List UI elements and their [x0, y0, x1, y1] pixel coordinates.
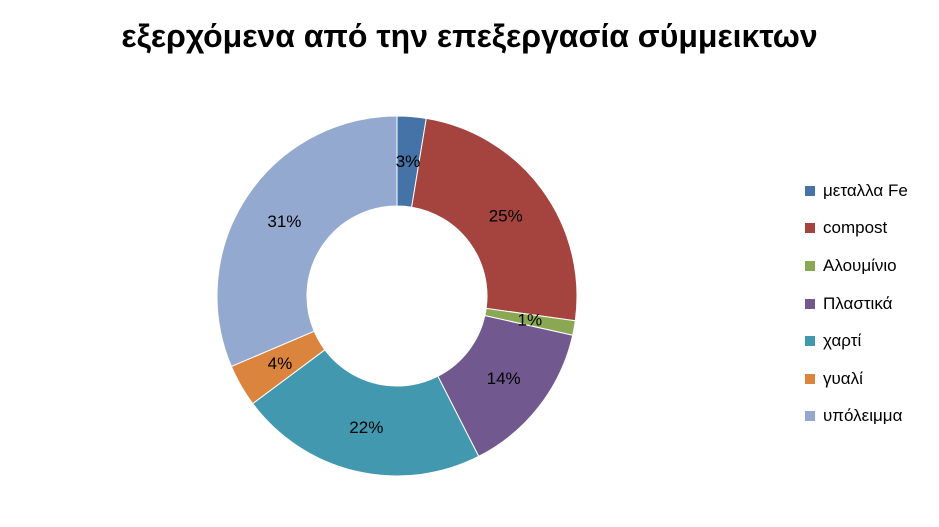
chart-title: εξερχόμενα από την επεξεργασία σύμμεικτω… — [121, 18, 818, 54]
legend-item-4: χαρτί — [805, 322, 908, 360]
legend-label-1: compost — [823, 218, 888, 238]
legend-swatch-1 — [805, 223, 815, 234]
legend-item-2: Αλουμίνιο — [805, 247, 908, 285]
legend-swatch-0 — [805, 185, 815, 196]
data-label-4: 22% — [349, 418, 383, 437]
legend: μεταλλα Fe compost Αλουμίνιο Πλαστικά χαρτί γ… — [805, 172, 908, 435]
data-label-0: 3% — [396, 152, 421, 171]
data-label-2: 1% — [518, 311, 543, 330]
slice-4 — [252, 349, 480, 477]
legend-swatch-2 — [805, 260, 815, 271]
legend-label-2: Αλουμίνιο — [823, 255, 897, 275]
legend-item-1: compost — [805, 210, 908, 248]
data-label-3: 14% — [487, 369, 521, 388]
legend-item-5: γυαλί — [805, 360, 908, 398]
slices-group — [216, 115, 578, 477]
slice-1 — [411, 117, 578, 322]
legend-item-3: Πλαστικά — [805, 285, 908, 323]
legend-swatch-3 — [805, 298, 815, 309]
legend-label-5: γυαλί — [823, 368, 863, 388]
data-labels-group: 3% 25% 1% 14% 22% 4% 31% — [267, 152, 542, 437]
legend-item-6: υπόλειμμα — [805, 398, 908, 436]
legend-label-6: υπόλειμμα — [823, 406, 903, 426]
slice-6 — [216, 115, 398, 368]
legend-swatch-5 — [805, 373, 815, 384]
legend-label-3: Πλαστικά — [823, 293, 893, 313]
legend-item-0: μεταλλα Fe — [805, 172, 908, 210]
legend-swatch-4 — [805, 336, 815, 347]
legend-label-4: χαρτί — [823, 331, 862, 351]
legend-label-0: μεταλλα Fe — [823, 180, 908, 200]
data-label-5: 4% — [268, 354, 293, 373]
data-label-1: 25% — [489, 206, 523, 225]
data-label-6: 31% — [267, 212, 301, 231]
legend-swatch-6 — [805, 411, 815, 422]
